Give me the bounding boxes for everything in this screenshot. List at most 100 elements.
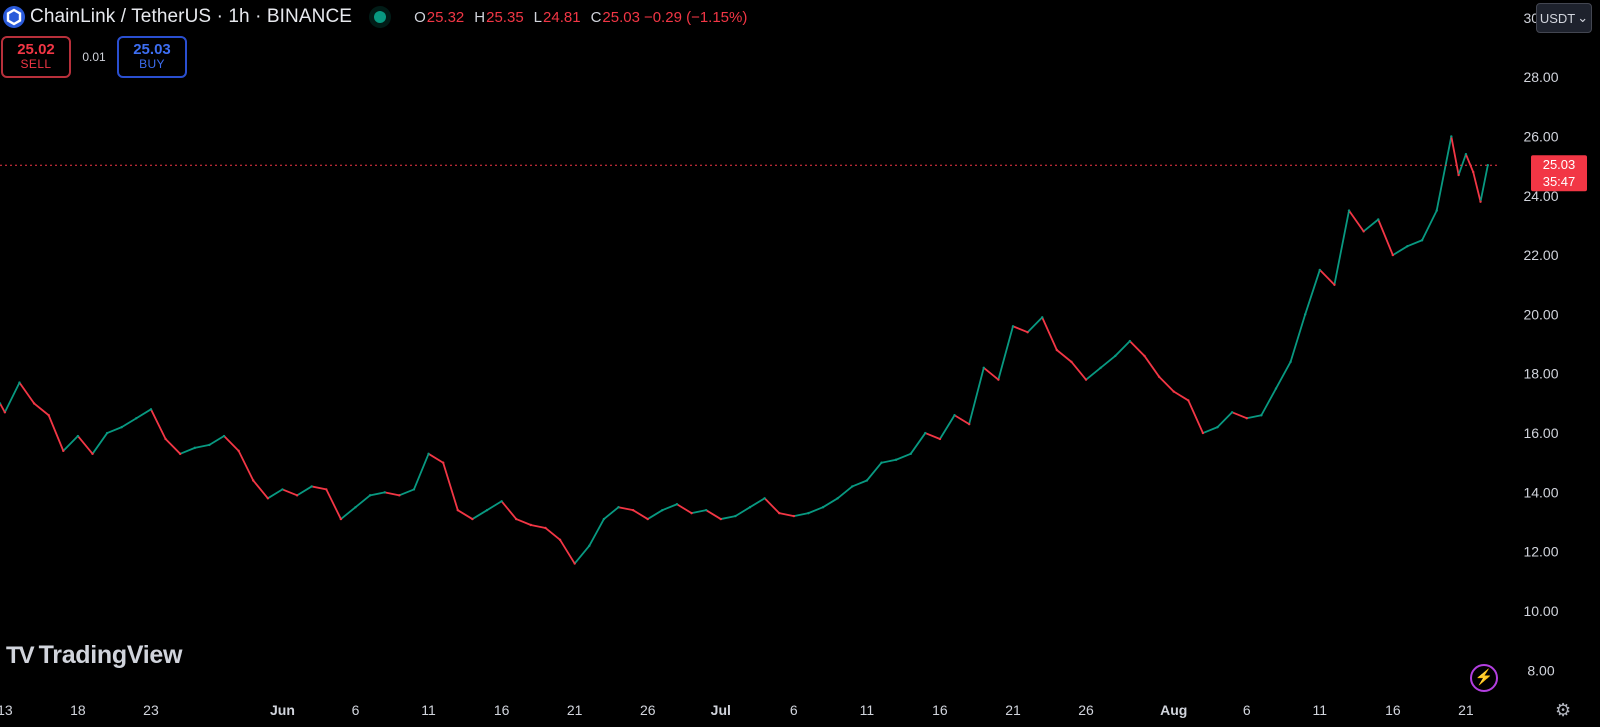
- price-point: [471, 517, 474, 521]
- price-point: [105, 431, 109, 435]
- ohlc-values: O25.32 H25.35 L24.81 C25.03 −0.29 (−1.15%…: [414, 9, 747, 26]
- price-point: [135, 417, 138, 420]
- price-segment: [18, 381, 35, 405]
- price-point: [573, 562, 576, 565]
- time-tick-label: 21: [1005, 702, 1021, 718]
- price-segment: [1391, 245, 1409, 256]
- price-segment: [559, 538, 576, 565]
- price-segment: [661, 503, 678, 512]
- price-point: [1187, 399, 1190, 402]
- price-segment: [1158, 375, 1175, 393]
- buy-button[interactable]: 25.03 BUY: [117, 36, 187, 78]
- price-point: [1377, 218, 1380, 221]
- price-segment: [1041, 316, 1058, 351]
- price-segment: [646, 509, 664, 520]
- price-point: [0, 402, 2, 405]
- time-tick-label: 13: [0, 702, 13, 718]
- price-point: [1055, 348, 1059, 352]
- price-point: [208, 443, 211, 447]
- price-segment: [1012, 325, 1029, 334]
- price-point: [1128, 339, 1132, 343]
- price-point: [1041, 316, 1044, 319]
- price-segment: [1465, 153, 1475, 173]
- gear-icon[interactable]: ⚙: [1555, 700, 1572, 720]
- price-point: [1486, 164, 1490, 167]
- price-segment: [354, 494, 372, 509]
- price-point: [1391, 253, 1395, 257]
- price-point: [1303, 313, 1307, 316]
- price-point: [339, 517, 343, 521]
- price-segment: [1026, 316, 1044, 334]
- price-segment: [1318, 269, 1336, 286]
- price-point: [91, 452, 94, 456]
- currency-label: USDT: [1539, 10, 1576, 26]
- price-point: [1289, 360, 1292, 364]
- price-segment: [1172, 390, 1190, 402]
- price-point: [997, 378, 1000, 381]
- tradingview-watermark[interactable]: TV TradingView: [6, 641, 182, 670]
- countdown-value: 35:47: [1543, 174, 1576, 189]
- price-point: [1245, 417, 1248, 420]
- high-label: H: [474, 8, 486, 26]
- price-point: [1084, 378, 1088, 381]
- price-segment: [1128, 340, 1146, 357]
- price-point: [1362, 230, 1365, 233]
- price-segment: [792, 512, 810, 518]
- price-axis: 8.00 10.00 12.00 14.00 16.00 18.00 20.00 22.00 2…: [1523, 10, 1558, 679]
- price-point: [1011, 325, 1015, 328]
- price-point: [865, 479, 869, 482]
- price-point: [18, 381, 21, 384]
- price-segment: [749, 497, 766, 509]
- sell-price: 25.02: [17, 41, 55, 58]
- price-segment: [778, 512, 795, 518]
- price-point: [1479, 200, 1482, 203]
- sell-label: SELL: [20, 57, 52, 71]
- price-point: [3, 411, 7, 414]
- price-point: [1216, 425, 1219, 429]
- price-segment: [1377, 218, 1394, 256]
- price-point: [1201, 431, 1205, 435]
- price-point: [354, 506, 357, 509]
- price-tick-label: 8.00: [1527, 662, 1554, 678]
- price-segment: [340, 506, 357, 520]
- price-segment: [690, 509, 708, 515]
- price-segment: [500, 500, 518, 520]
- price-segment: [1472, 171, 1482, 203]
- price-segment: [909, 432, 927, 455]
- price-point: [47, 414, 50, 417]
- price-point: [222, 434, 226, 438]
- price-segment: [895, 452, 912, 461]
- price-segment: [763, 497, 781, 515]
- price-point: [178, 452, 182, 456]
- price-segment: [91, 432, 109, 455]
- price-point: [1435, 209, 1438, 212]
- symbol-title[interactable]: ChainLink / TetherUS · 1h · BINANCE: [30, 6, 353, 27]
- price-point: [602, 517, 606, 521]
- price-point: [924, 431, 927, 435]
- price-point: [1026, 331, 1029, 334]
- price-segment: [3, 381, 21, 414]
- chainlink-logo-icon[interactable]: [2, 5, 26, 29]
- sell-button[interactable]: 25.02 SELL: [1, 36, 71, 78]
- price-point: [368, 494, 372, 497]
- price-segment: [369, 491, 386, 497]
- price-segment: [865, 461, 883, 482]
- price-segment: [676, 503, 693, 515]
- market-open-indicator: [374, 11, 387, 23]
- price-segment: [968, 366, 985, 426]
- price-segment: [602, 506, 620, 520]
- change-value: −0.29 (−1.15%): [643, 8, 748, 26]
- price-segment: [47, 414, 65, 452]
- price-point: [894, 458, 898, 461]
- price-segment: [442, 461, 459, 512]
- price-point: [704, 508, 708, 512]
- price-segment: [1304, 269, 1321, 316]
- currency-select[interactable]: USDT ⌄: [1536, 3, 1592, 33]
- price-point: [1318, 268, 1322, 272]
- lightning-icon[interactable]: ⚡: [1470, 664, 1498, 692]
- price-segment: [1216, 411, 1234, 429]
- price-segment: [880, 458, 898, 464]
- time-tick-label: 26: [640, 702, 656, 718]
- price-segment: [486, 500, 503, 512]
